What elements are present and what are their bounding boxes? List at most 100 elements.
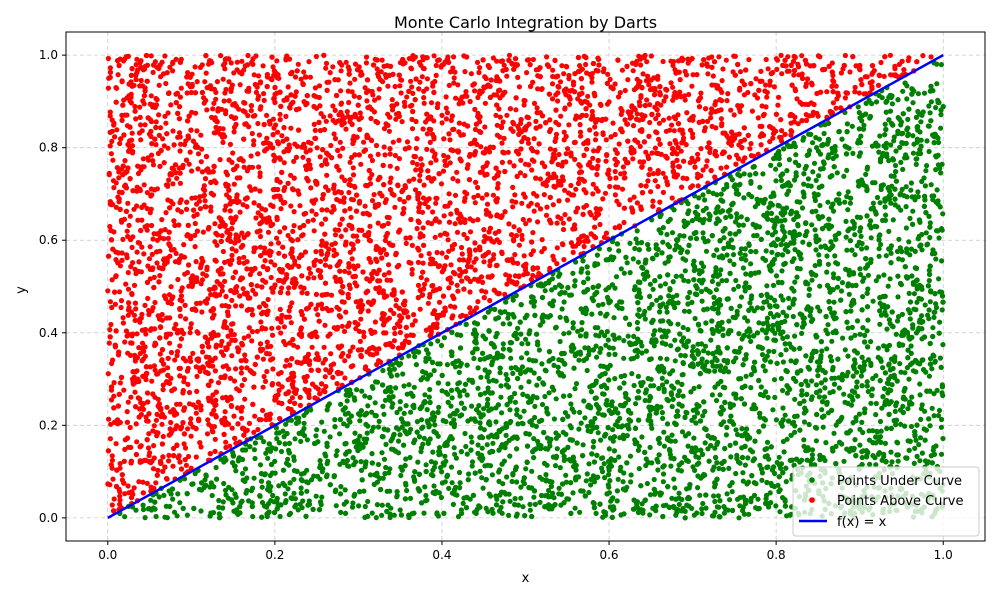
- point-under: [583, 306, 588, 311]
- point-under: [752, 439, 757, 444]
- point-under: [632, 507, 637, 512]
- point-under: [779, 320, 784, 325]
- point-under: [677, 502, 682, 507]
- point-under: [836, 191, 841, 196]
- point-under: [775, 361, 780, 366]
- point-under: [539, 418, 544, 423]
- point-under: [698, 328, 703, 333]
- point-under: [452, 424, 457, 429]
- point-under: [741, 505, 746, 510]
- point-under: [518, 332, 523, 337]
- point-under: [295, 469, 300, 474]
- point-under: [783, 247, 788, 252]
- point-under: [923, 168, 928, 173]
- point-under: [699, 261, 704, 266]
- point-under: [883, 213, 888, 218]
- point-under: [926, 214, 931, 219]
- point-under: [792, 397, 797, 402]
- point-under: [686, 431, 691, 436]
- point-under: [594, 425, 599, 430]
- point-under: [546, 359, 551, 364]
- point-under: [294, 415, 299, 420]
- point-under: [780, 297, 785, 302]
- point-under: [419, 500, 424, 505]
- point-under: [594, 290, 599, 295]
- point-under: [638, 483, 643, 488]
- point-under: [910, 100, 915, 105]
- point-under: [581, 398, 586, 403]
- point-under: [649, 426, 654, 431]
- point-under: [654, 298, 659, 303]
- point-under: [928, 89, 933, 94]
- point-under: [851, 374, 856, 379]
- point-under: [871, 299, 876, 304]
- point-under: [658, 356, 663, 361]
- point-under: [642, 498, 647, 503]
- point-under: [852, 224, 857, 229]
- point-under: [359, 389, 364, 394]
- point-under: [866, 357, 871, 362]
- point-under: [652, 343, 657, 348]
- point-under: [845, 401, 850, 406]
- point-under: [557, 282, 562, 287]
- point-under: [749, 473, 754, 478]
- point-under: [625, 260, 630, 265]
- point-under: [806, 293, 811, 298]
- point-under: [217, 511, 222, 516]
- point-under: [891, 217, 896, 222]
- point-under: [606, 425, 611, 430]
- point-under: [736, 376, 741, 381]
- point-under: [774, 304, 779, 309]
- point-under: [607, 247, 612, 252]
- point-under: [633, 341, 638, 346]
- point-under: [714, 398, 719, 403]
- point-under: [643, 260, 648, 265]
- point-under: [778, 487, 783, 492]
- point-under: [442, 443, 447, 448]
- point-under: [656, 386, 661, 391]
- point-under: [890, 101, 895, 106]
- point-under: [299, 472, 304, 477]
- point-under: [669, 433, 674, 438]
- point-under: [487, 329, 492, 334]
- point-under: [699, 289, 704, 294]
- point-under: [493, 493, 498, 498]
- point-under: [803, 221, 808, 226]
- point-under: [714, 247, 719, 252]
- point-under: [832, 164, 837, 169]
- point-under: [500, 462, 505, 467]
- point-under: [726, 319, 731, 324]
- point-under: [514, 412, 519, 417]
- point-under: [783, 341, 788, 346]
- point-under: [719, 198, 724, 203]
- point-under: [898, 122, 903, 127]
- point-under: [704, 287, 709, 292]
- point-under: [264, 504, 269, 509]
- point-under: [403, 456, 408, 461]
- point-under: [493, 316, 498, 321]
- point-under: [538, 446, 543, 451]
- point-under: [365, 424, 370, 429]
- point-under: [712, 499, 717, 504]
- point-under: [621, 403, 626, 408]
- point-under: [463, 444, 468, 449]
- point-under: [845, 354, 850, 359]
- point-under: [598, 346, 603, 351]
- point-under: [653, 337, 658, 342]
- point-under: [661, 471, 666, 476]
- point-under: [926, 416, 931, 421]
- point-under: [647, 413, 652, 418]
- point-under: [400, 468, 405, 473]
- point-under: [560, 481, 565, 486]
- point-under: [888, 367, 893, 372]
- point-under: [740, 433, 745, 438]
- point-under: [861, 448, 866, 453]
- point-under: [892, 359, 897, 364]
- point-under: [387, 398, 392, 403]
- point-under: [741, 495, 746, 500]
- point-under: [940, 384, 945, 389]
- point-under: [652, 278, 657, 283]
- point-under: [341, 459, 346, 464]
- point-under: [915, 140, 920, 145]
- point-under: [939, 452, 944, 457]
